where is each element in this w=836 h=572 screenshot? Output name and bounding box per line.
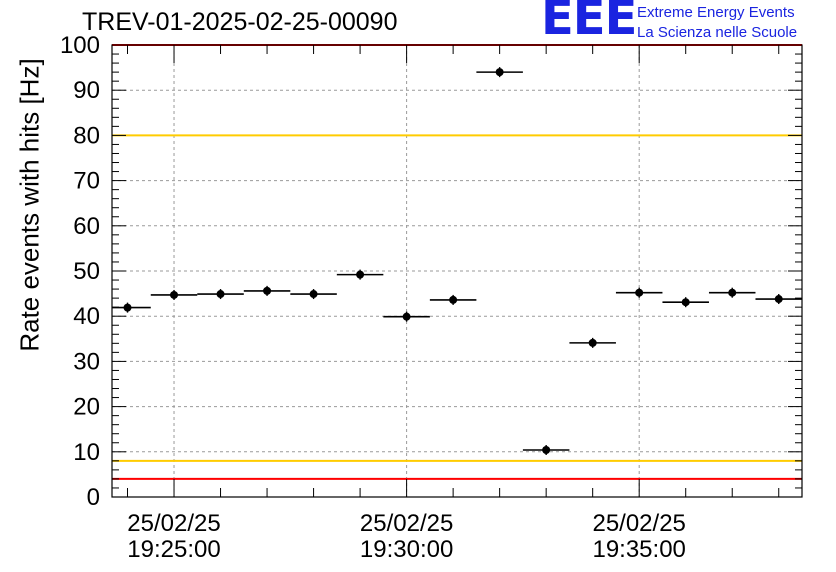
x-tick-time-label: 19:35:00 xyxy=(592,536,685,563)
x-tick-time-label: 19:30:00 xyxy=(360,536,453,563)
data-point xyxy=(123,303,132,312)
eee-logo: EEE xyxy=(541,0,637,46)
y-tick-label: 0 xyxy=(87,484,100,511)
y-tick-label: 100 xyxy=(60,32,100,59)
y-tick-label: 30 xyxy=(73,348,100,375)
data-point xyxy=(495,68,504,77)
y-tick-label: 80 xyxy=(73,122,100,149)
data-point xyxy=(402,312,411,321)
data-point xyxy=(681,298,690,307)
y-tick-label: 40 xyxy=(73,303,100,330)
data-point xyxy=(774,295,783,304)
data-point xyxy=(356,270,365,279)
y-tick-label: 70 xyxy=(73,168,100,195)
logo-subtitle-line1: Extreme Energy Events xyxy=(637,4,795,21)
logo-subtitle-line2: La Scienza nelle Scuole xyxy=(637,24,798,41)
y-tick-label: 20 xyxy=(73,394,100,421)
y-tick-label: 60 xyxy=(73,213,100,240)
data-point xyxy=(449,295,458,304)
data-point xyxy=(635,288,644,297)
y-tick-label: 10 xyxy=(73,439,100,466)
data-point xyxy=(728,288,737,297)
data-point xyxy=(170,290,179,299)
x-tick-time-label: 19:25:00 xyxy=(127,536,220,563)
data-point xyxy=(263,286,272,295)
x-tick-date-label: 25/02/25 xyxy=(127,510,220,537)
y-tick-label: 90 xyxy=(73,77,100,104)
data-point xyxy=(309,290,318,299)
chart-title: TREV-01-2025-02-25-00090 xyxy=(82,8,398,36)
data-point xyxy=(542,445,551,454)
data-point xyxy=(588,338,597,347)
x-tick-date-label: 25/02/25 xyxy=(360,510,453,537)
x-tick-date-label: 25/02/25 xyxy=(592,510,685,537)
y-tick-label: 50 xyxy=(73,258,100,285)
data-point xyxy=(216,290,225,299)
